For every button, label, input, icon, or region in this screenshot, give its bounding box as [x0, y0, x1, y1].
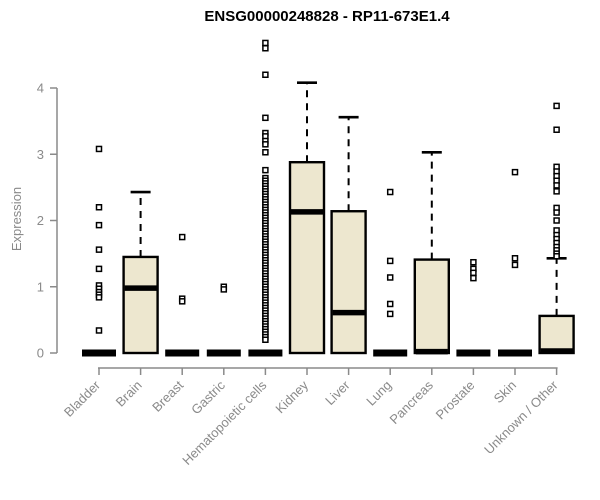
- outlier-point-unknown-other: [553, 253, 560, 260]
- outlier-point-unknown-other: [553, 209, 560, 216]
- outlier-point-prostate: [470, 274, 477, 282]
- outlier-point-unknown-other: [553, 102, 560, 110]
- x-axis-label-bladder: Bladder: [61, 377, 104, 420]
- outlier-point-unknown-other: [553, 126, 560, 133]
- box-kidney: [288, 160, 326, 355]
- chart-title: ENSG00000248828 - RP11-673E1.4: [204, 8, 450, 25]
- y-tick-label: 4: [37, 81, 44, 96]
- outlier-point-prostate: [470, 258, 477, 266]
- collapsed-box-bladder: [82, 349, 116, 357]
- x-axis-label-unknown-other: Unknown / Other: [481, 377, 561, 457]
- x-axis-label-liver: Liver: [322, 377, 353, 408]
- x-axis-label-prostate: Prostate: [433, 378, 478, 423]
- outlier-point-hematopoietic-cells: [262, 39, 269, 47]
- outlier-point-breast: [178, 233, 186, 241]
- outlier-point-lung: [386, 310, 394, 318]
- box-brain: [122, 255, 159, 355]
- x-axis-label-brain: Brain: [113, 378, 145, 410]
- y-tick-label: 1: [37, 279, 44, 294]
- outlier-point-skin: [511, 261, 519, 269]
- box-pancreas: [413, 258, 450, 355]
- box-liver: [330, 210, 367, 355]
- collapsed-box-breast: [165, 349, 200, 357]
- collapsed-box-hematopoietic-cells: [248, 349, 283, 357]
- outlier-point-bladder: [95, 204, 103, 211]
- outlier-point-bladder: [95, 145, 103, 153]
- outlier-point-hematopoietic-cells: [262, 45, 269, 52]
- outlier-point-skin: [511, 255, 519, 262]
- outlier-point-prostate: [470, 269, 477, 277]
- y-tick-label: 0: [37, 346, 44, 361]
- x-axis-label-pancreas: Pancreas: [386, 377, 436, 427]
- outlier-point-unknown-other: [553, 182, 560, 189]
- box-unknown-other: [538, 314, 575, 355]
- outlier-point-hematopoietic-cells: [262, 71, 269, 78]
- outlier-point-skin: [511, 168, 519, 176]
- outlier-point-hematopoietic-cells: [262, 336, 269, 343]
- collapsed-box-gastric: [206, 349, 241, 357]
- outlier-point-breast: [178, 298, 186, 305]
- outlier-point-lung: [386, 300, 394, 308]
- outlier-point-hematopoietic-cells: [262, 141, 269, 148]
- outlier-point-bladder: [95, 294, 103, 301]
- outlier-point-lung: [386, 257, 394, 265]
- outlier-point-bladder: [95, 246, 103, 253]
- x-axis-label-lung: Lung: [363, 378, 394, 409]
- x-axis-label-skin: Skin: [491, 378, 519, 406]
- x-axis-label-kidney: Kidney: [272, 377, 311, 416]
- y-axis-title: Expression: [9, 186, 24, 252]
- outlier-point-unknown-other: [553, 188, 560, 195]
- outlier-point-lung: [386, 274, 394, 281]
- collapsed-box-lung: [373, 349, 408, 357]
- outlier-point-unknown-other: [553, 217, 560, 224]
- collapsed-box-skin: [498, 349, 532, 357]
- outlier-point-gastric: [220, 286, 228, 293]
- outlier-point-hematopoietic-cells: [262, 114, 269, 122]
- collapsed-box-prostate: [456, 349, 491, 357]
- y-tick-label: 2: [37, 213, 44, 228]
- x-axis-label-gastric: Gastric: [188, 377, 228, 417]
- outlier-point-bladder: [95, 265, 103, 273]
- outlier-point-bladder: [95, 221, 103, 229]
- outlier-point-bladder: [95, 327, 103, 334]
- outlier-point-lung: [386, 188, 394, 196]
- outlier-point-hematopoietic-cells: [262, 166, 269, 174]
- outlier-point-hematopoietic-cells: [262, 149, 269, 156]
- y-tick-label: 3: [37, 147, 44, 162]
- x-axis-label-breast: Breast: [149, 377, 186, 414]
